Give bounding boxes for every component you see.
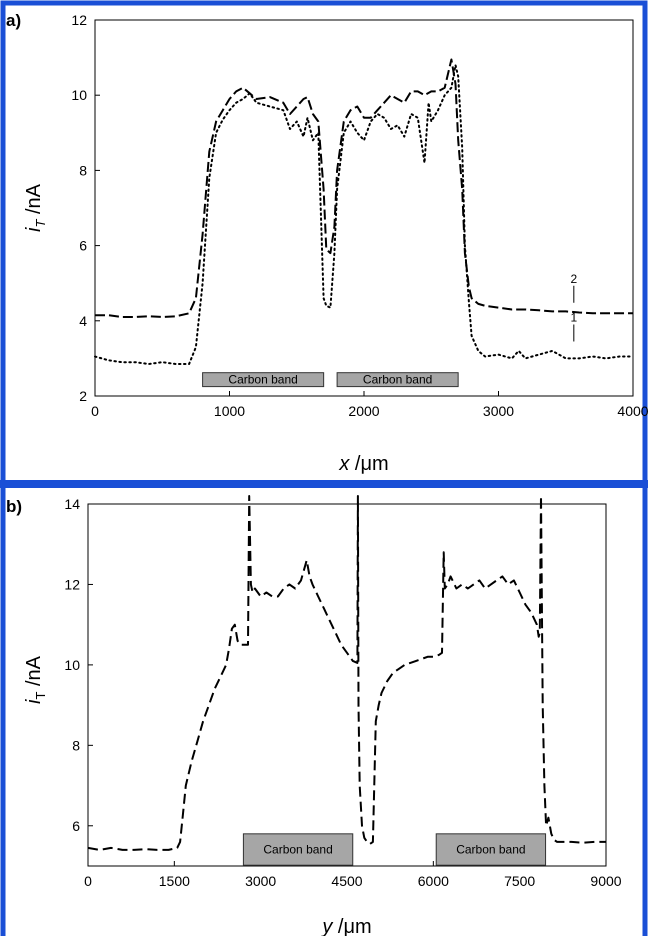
panel-b-x-tick-label: 3000 <box>245 873 276 889</box>
panel-a-x-unit: /μm <box>349 453 388 475</box>
panel-a-x-tick-label: 0 <box>91 403 99 419</box>
carbon-band-rect <box>336 372 459 388</box>
panel-b-x-tick-label: 9000 <box>590 873 621 889</box>
panel-a-y-tick-label: 10 <box>71 87 87 103</box>
curve-label-1: 1 <box>570 310 577 324</box>
panel-a-y-unit: /nA <box>23 183 45 219</box>
panel-b-series <box>87 495 606 851</box>
carbon-band-label: Carbon band <box>263 843 332 857</box>
panel-a-y-axis-title: iT /nA <box>23 183 48 232</box>
panel-separator <box>0 480 648 488</box>
curve-label-2: 2 <box>570 272 577 286</box>
panel-a-series-2-line <box>95 58 633 318</box>
panel-b-series-main-line <box>87 495 606 851</box>
panel-a-series: 12 <box>94 58 634 365</box>
panel-a-series-1-line <box>94 64 634 365</box>
panel-a-label: a) <box>6 11 21 30</box>
panel-a-x-tick-label: 2000 <box>348 403 379 419</box>
panel-b-y-axis-title: iT /nA <box>23 655 48 704</box>
panel-b-x-tick-label: 6000 <box>418 873 449 889</box>
panel-b-x-tick-label: 4500 <box>331 873 362 889</box>
panel-a-y-tick-label: 4 <box>79 313 87 329</box>
carbon-band-rect <box>202 372 325 388</box>
panel-a-y-tick-label: 12 <box>71 12 87 28</box>
panel-a-y-tick-label: 8 <box>79 162 87 178</box>
panel-b-chart: b) 0 1500 3000 4500 6000 7500 9000 6 8 10 12 14 Car… <box>6 495 622 936</box>
panel-b-bands: Carbon band Carbon band <box>242 833 547 866</box>
panel-b-x-tick-label: 1500 <box>159 873 190 889</box>
panel-a-x-var: x <box>338 453 350 475</box>
panel-b-background <box>6 488 642 936</box>
panel-a-y-tick-label: 2 <box>79 388 87 404</box>
panel-b-x-tick-label: 7500 <box>504 873 535 889</box>
panel-b-ticks: 0 1500 3000 4500 6000 7500 9000 6 8 10 12 14 <box>64 496 621 889</box>
panel-b-x-var: y <box>320 916 333 936</box>
panel-a-x-tick-label: 3000 <box>483 403 514 419</box>
carbon-band-rect <box>435 833 547 866</box>
panel-b-y-tick-label: 10 <box>64 657 80 673</box>
panel-b-y-tick-label: 6 <box>72 818 80 834</box>
panel-b-x-tick-label: 0 <box>84 873 92 889</box>
panel-b-y-sub: T <box>33 692 48 700</box>
panel-b-label: b) <box>6 497 22 516</box>
panel-b-x-unit: /μm <box>332 916 371 936</box>
carbon-band-rect <box>242 833 354 866</box>
panel-a-y-tick-label: 6 <box>79 238 87 254</box>
panel-a-bands: Carbon band Carbon band <box>202 372 459 388</box>
panel-a-x-tick-label: 1000 <box>214 403 245 419</box>
panel-b-y-tick-label: 12 <box>64 576 80 592</box>
panel-b-y-tick-label: 14 <box>64 496 80 512</box>
panel-b-y-var: i <box>23 699 45 704</box>
panel-a-y-var: i <box>23 227 45 232</box>
panel-a-x-tick-label: 4000 <box>617 403 648 419</box>
carbon-band-label: Carbon band <box>228 373 297 387</box>
panel-b-y-unit: /nA <box>23 655 45 691</box>
panel-a-x-axis-title: x /μm <box>338 453 388 475</box>
panel-a-y-sub: T <box>33 219 48 228</box>
panel-a-plot-area <box>94 19 634 397</box>
carbon-band-label: Carbon band <box>363 373 432 387</box>
panel-b-x-axis-title: y /μm <box>320 916 371 936</box>
panel-b-y-tick-label: 8 <box>72 737 80 753</box>
carbon-band-label: Carbon band <box>456 843 525 857</box>
